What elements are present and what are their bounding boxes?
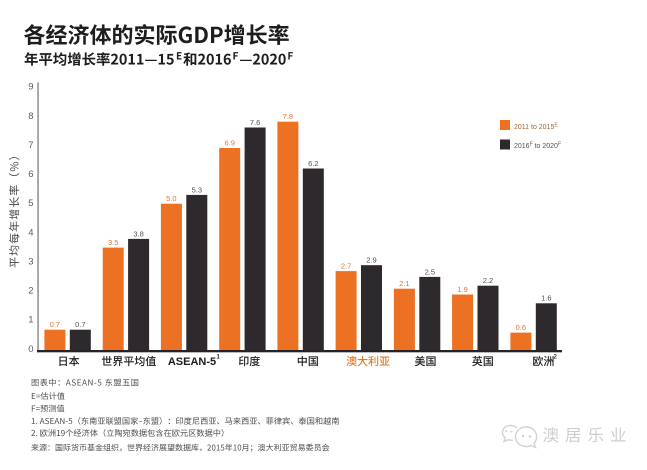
svg-text:5.3: 5.3 bbox=[192, 185, 202, 194]
svg-text:6: 6 bbox=[28, 169, 33, 180]
svg-text:8: 8 bbox=[28, 111, 33, 122]
svg-text:2011 to 2015E: 2011 to 2015E bbox=[514, 123, 558, 132]
svg-text:0: 0 bbox=[28, 344, 33, 355]
svg-text:5.0: 5.0 bbox=[166, 194, 176, 203]
svg-text:0.7: 0.7 bbox=[50, 320, 60, 329]
svg-text:9: 9 bbox=[28, 82, 33, 93]
svg-text:6.9: 6.9 bbox=[224, 138, 234, 147]
svg-text:2.7: 2.7 bbox=[341, 262, 351, 271]
svg-text:7: 7 bbox=[28, 140, 33, 151]
svg-text:4: 4 bbox=[28, 227, 33, 238]
svg-text:5: 5 bbox=[28, 198, 33, 209]
svg-text:2: 2 bbox=[554, 355, 558, 361]
svg-text:6.2: 6.2 bbox=[308, 159, 318, 168]
svg-text:7.6: 7.6 bbox=[250, 118, 260, 127]
svg-text:2.9: 2.9 bbox=[366, 256, 376, 265]
svg-text:0.7: 0.7 bbox=[75, 320, 85, 329]
svg-text:2.5: 2.5 bbox=[425, 267, 435, 276]
svg-text:0.6: 0.6 bbox=[516, 323, 526, 332]
svg-text:3: 3 bbox=[28, 256, 33, 267]
svg-text:ASEAN-5: ASEAN-5 bbox=[168, 356, 216, 368]
svg-text:2: 2 bbox=[28, 286, 33, 297]
svg-text:3.8: 3.8 bbox=[133, 229, 143, 238]
svg-text:1.6: 1.6 bbox=[541, 294, 551, 303]
svg-text:2.2: 2.2 bbox=[483, 276, 493, 285]
svg-text:2016F to 2020F: 2016F to 2020F bbox=[514, 142, 561, 151]
svg-text:7.8: 7.8 bbox=[283, 112, 293, 121]
svg-text:1: 1 bbox=[217, 355, 221, 361]
svg-text:1.9: 1.9 bbox=[457, 285, 467, 294]
svg-text:3.5: 3.5 bbox=[108, 238, 118, 247]
svg-text:1: 1 bbox=[28, 315, 33, 326]
svg-text:2.1: 2.1 bbox=[399, 279, 409, 288]
